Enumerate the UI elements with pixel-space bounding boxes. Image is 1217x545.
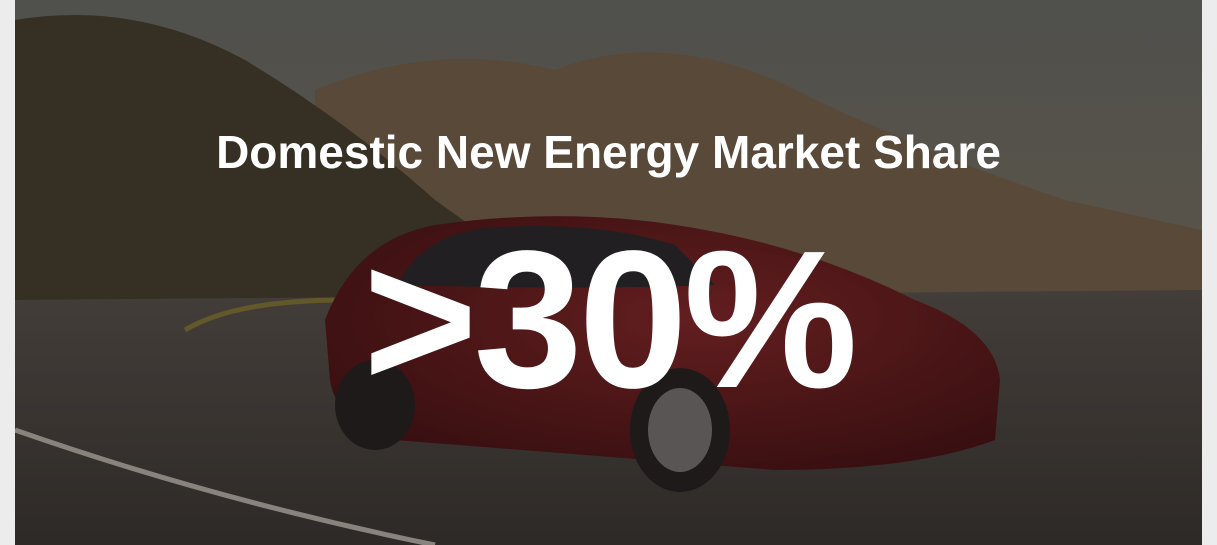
slide-title: Domestic New Energy Market Share bbox=[15, 122, 1202, 182]
slide: Domestic New Energy Market Share >30% bbox=[15, 0, 1202, 545]
page: {"slide": {"title": "Domestic New Energy… bbox=[0, 0, 1217, 545]
key-stat: >30% bbox=[15, 220, 1202, 420]
